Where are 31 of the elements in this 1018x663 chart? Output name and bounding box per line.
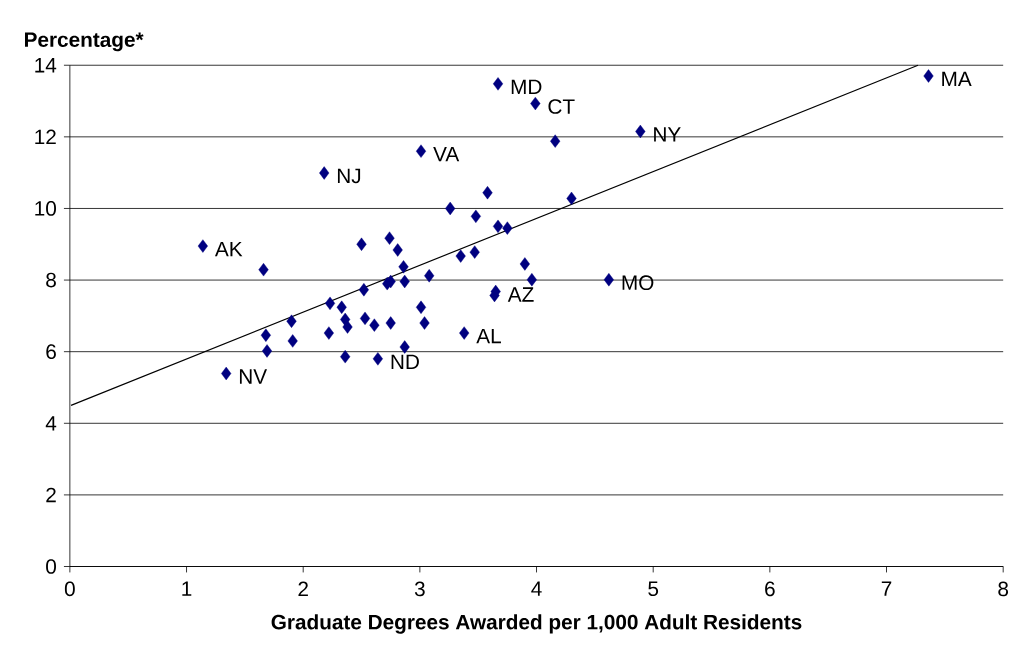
annotation: AZ <box>507 287 534 302</box>
y-axis-title: Percentage* <box>25 32 144 52</box>
annotation: MO <box>622 275 654 290</box>
x-tick-label: 0 <box>64 581 75 597</box>
annotation: AK <box>214 241 243 256</box>
x-tick-label: 6 <box>765 581 775 597</box>
y-tick-label: 0 <box>46 558 56 574</box>
annotation: ND <box>391 354 419 369</box>
x-tick-label: 2 <box>298 581 308 596</box>
x-tick-label: 4 <box>531 581 542 596</box>
y-tick-label: 4 <box>45 415 57 431</box>
y-tick-label: 8 <box>46 272 56 288</box>
x-tick-label: 1 <box>182 581 192 596</box>
x-tick-label: 3 <box>414 581 425 597</box>
x-axis-title: Graduate Degrees Awarded per 1,000 Adult Residents <box>271 614 802 634</box>
y-tick-label: 2 <box>46 487 56 502</box>
y-tick-label: 6 <box>46 344 56 359</box>
annotation: VA <box>433 146 460 162</box>
annotation: NV <box>239 369 268 384</box>
annotation: MD <box>511 79 542 94</box>
x-tick-label: 8 <box>998 581 1009 597</box>
annotation: NJ <box>337 168 361 184</box>
y-tick-label: 10 <box>35 200 56 216</box>
x-tick-label: 7 <box>881 581 892 596</box>
annotation: CT <box>548 98 575 114</box>
annotation: AL <box>476 328 501 343</box>
annotation: MA <box>942 71 972 86</box>
y-tick-label: 12 <box>35 129 56 144</box>
annotation: NY <box>654 127 681 142</box>
x-tick-label: 5 <box>648 581 659 596</box>
y-tick-label: 14 <box>35 57 57 73</box>
